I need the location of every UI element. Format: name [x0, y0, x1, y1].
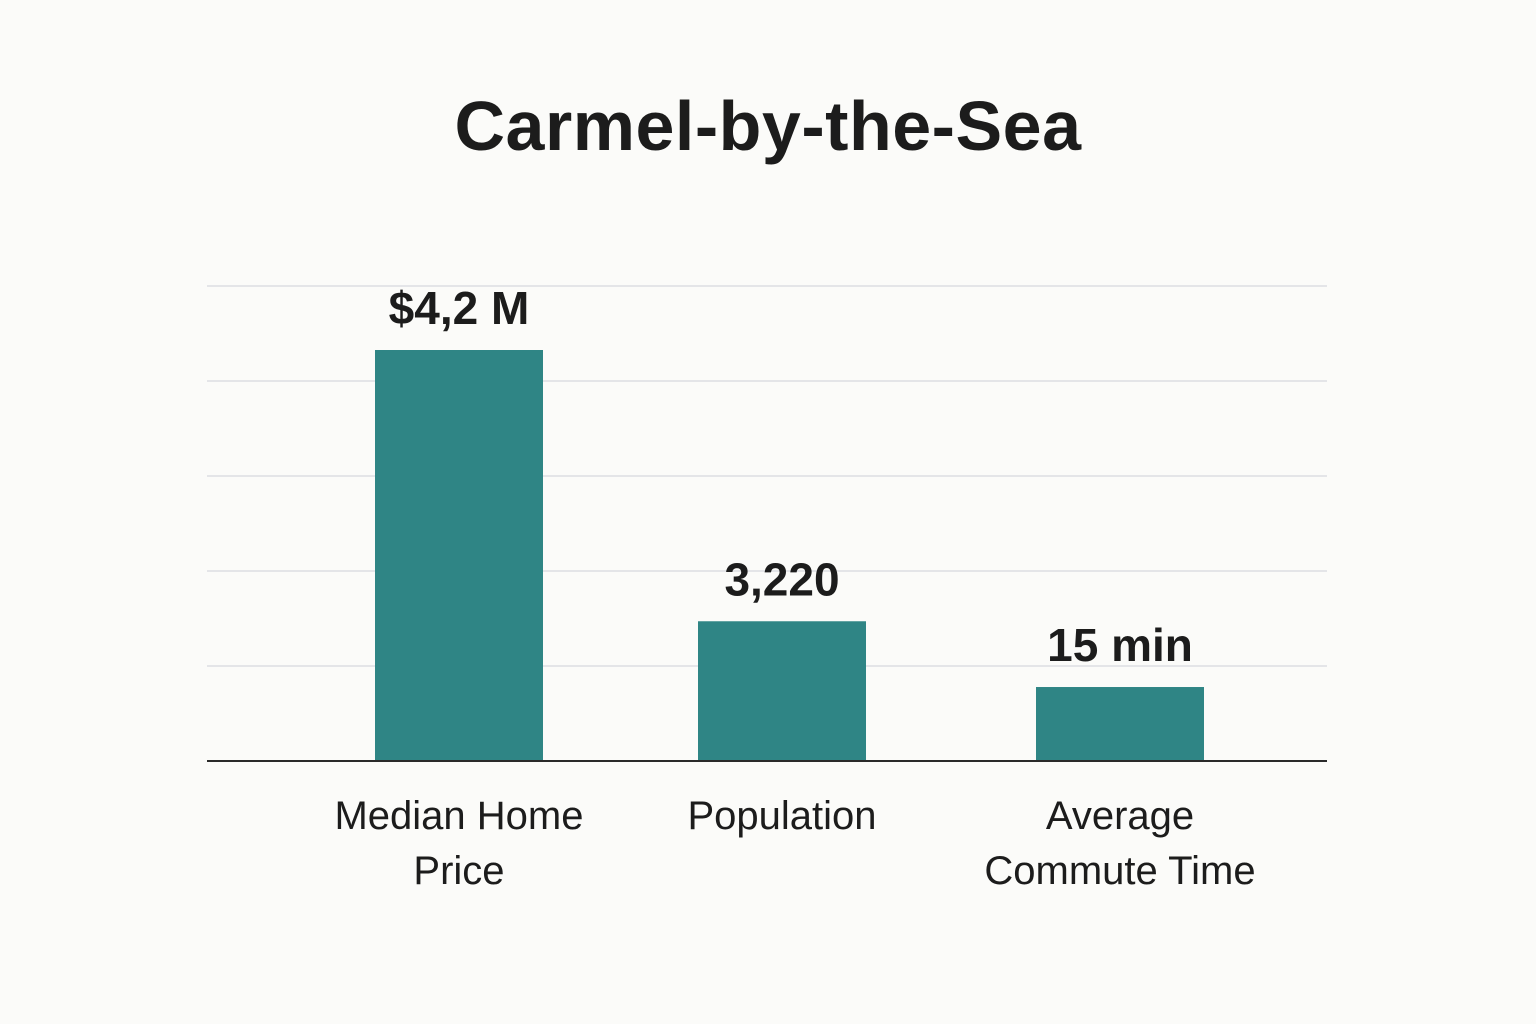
- category-labels: Median Home Price Population Average Commute…: [334, 794, 1255, 893]
- bar: [1036, 687, 1204, 761]
- category-label: Median Home: [334, 794, 583, 838]
- value-label: 3,220: [724, 553, 839, 605]
- value-label: 15 min: [1047, 619, 1193, 671]
- category-label: Average: [1046, 794, 1194, 838]
- value-labels: $4,2 M 3,220 15 min: [389, 282, 1193, 671]
- category-label: Commute Time: [984, 849, 1255, 893]
- value-label: $4,2 M: [389, 282, 530, 334]
- bars: [375, 350, 1204, 761]
- bar: [375, 350, 543, 761]
- category-label: Population: [687, 794, 876, 838]
- category-label: Price: [413, 849, 504, 893]
- chart-title: Carmel-by-the-Sea: [454, 87, 1082, 165]
- bar: [698, 621, 866, 761]
